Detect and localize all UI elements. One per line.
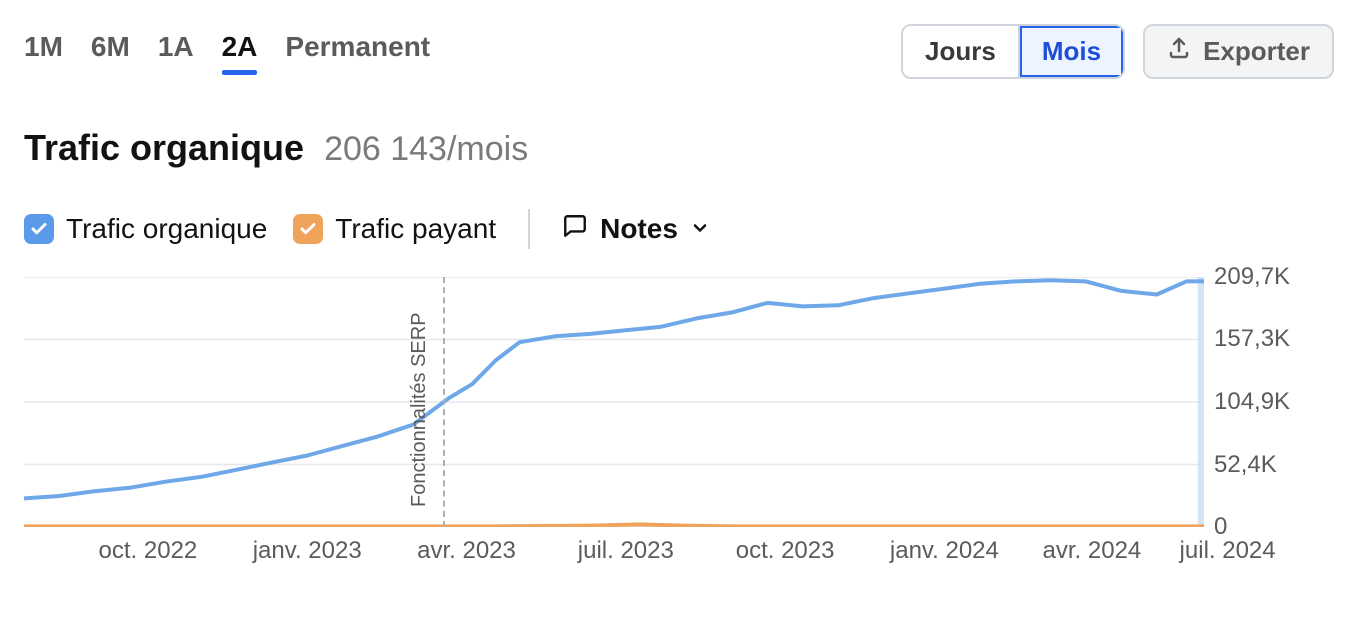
legend-label: Trafic payant bbox=[335, 213, 496, 245]
granularity-mois[interactable]: Mois bbox=[1018, 26, 1123, 77]
x-tick-label: janv. 2023 bbox=[253, 537, 362, 565]
x-tick-label: avr. 2024 bbox=[1043, 537, 1142, 565]
export-button[interactable]: Exporter bbox=[1143, 24, 1334, 79]
x-tick-label: janv. 2024 bbox=[890, 537, 999, 565]
granularity-jours[interactable]: Jours bbox=[903, 26, 1018, 77]
legend-checkbox[interactable] bbox=[293, 214, 323, 244]
x-tick-label: juil. 2024 bbox=[1180, 537, 1276, 565]
range-tab-1a[interactable]: 1A bbox=[158, 31, 194, 73]
traffic-chart: Fonctionnalités SERP 052,4K104,9K157,3K2… bbox=[24, 277, 1334, 577]
legend-checkbox[interactable] bbox=[24, 214, 54, 244]
y-tick-label: 104,9K bbox=[1214, 388, 1290, 416]
chevron-down-icon bbox=[690, 213, 710, 245]
y-tick-label: 52,4K bbox=[1214, 451, 1277, 479]
y-tick-label: 157,3K bbox=[1214, 325, 1290, 353]
export-button-label: Exporter bbox=[1203, 36, 1310, 67]
chart-title: Trafic organique bbox=[24, 127, 304, 169]
legend-label: Trafic organique bbox=[66, 213, 267, 245]
chart-svg bbox=[24, 277, 1204, 527]
legend-item-0[interactable]: Trafic organique bbox=[24, 213, 267, 245]
range-tab-6m[interactable]: 6M bbox=[91, 31, 130, 73]
y-axis-labels: 052,4K104,9K157,3K209,7K bbox=[1214, 277, 1324, 527]
legend-divider bbox=[528, 209, 530, 249]
x-tick-label: oct. 2023 bbox=[736, 537, 835, 565]
annotation-label: Fonctionnalités SERP bbox=[408, 312, 431, 507]
annotation-line bbox=[443, 277, 445, 527]
y-tick-label: 209,7K bbox=[1214, 263, 1290, 291]
export-icon bbox=[1167, 36, 1191, 67]
range-tab-2a[interactable]: 2A bbox=[222, 31, 258, 73]
range-tab-permanent[interactable]: Permanent bbox=[285, 31, 430, 73]
legend-item-1[interactable]: Trafic payant bbox=[293, 213, 496, 245]
x-axis-labels: oct. 2022 janv. 2023 avr. 2023 juil. 2023 oc… bbox=[24, 537, 1334, 567]
notes-button[interactable]: Notes bbox=[562, 213, 710, 246]
legend-row: Trafic organique Trafic payant Notes bbox=[24, 209, 1334, 249]
series-line-1 bbox=[24, 524, 1204, 526]
x-tick-label: juil. 2023 bbox=[578, 537, 674, 565]
notes-icon bbox=[562, 213, 588, 246]
range-tab-1m[interactable]: 1M bbox=[24, 31, 63, 73]
range-tabs: 1M 6M 1A 2A Permanent bbox=[24, 31, 430, 73]
chart-subtitle: 206 143/mois bbox=[324, 130, 528, 169]
chart-title-row: Trafic organique 206 143/mois bbox=[24, 127, 1334, 169]
x-tick-label: oct. 2022 bbox=[99, 537, 198, 565]
notes-label: Notes bbox=[600, 213, 678, 245]
granularity-toggle: JoursMois bbox=[901, 24, 1125, 79]
series-line-0 bbox=[24, 280, 1204, 498]
x-tick-label: avr. 2023 bbox=[417, 537, 516, 565]
